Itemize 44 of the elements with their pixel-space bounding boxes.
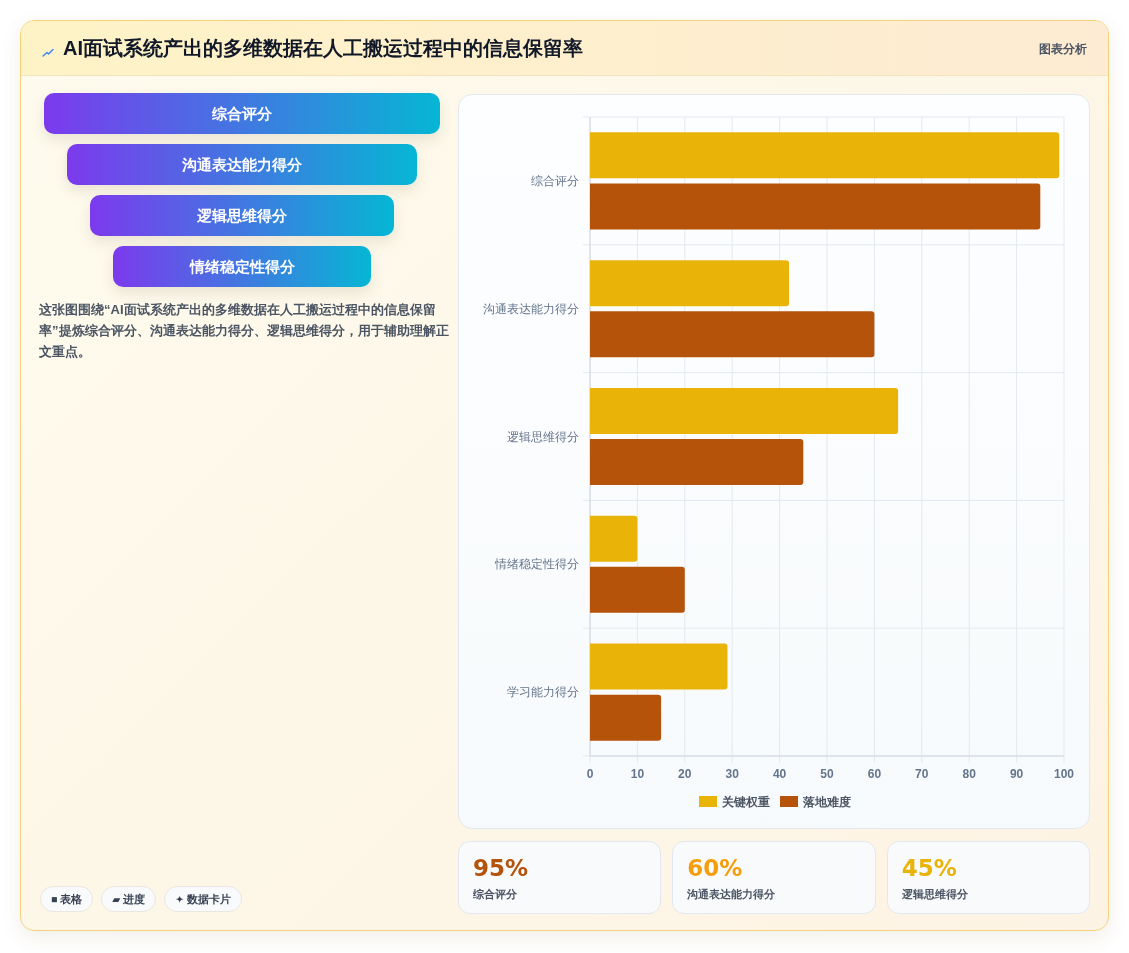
x-tick-label: 40	[772, 767, 787, 781]
y-tick-label: 情绪稳定性得分	[494, 557, 579, 572]
x-tick-label: 60	[867, 767, 882, 781]
bar	[590, 132, 1060, 179]
x-tick-label: 0	[586, 767, 594, 781]
text: 图表分析	[1039, 41, 1087, 58]
x-tick-label: 20	[678, 767, 692, 781]
category-label: 综合评分	[44, 93, 440, 134]
x-tick-label: 30	[725, 767, 740, 781]
bar	[590, 311, 875, 358]
category-label: 沟通表达能力得分	[67, 144, 417, 185]
x-tick-label: 80	[962, 767, 977, 781]
x-tick-label: 70	[915, 767, 929, 781]
bar	[590, 387, 899, 434]
bar	[590, 183, 1041, 230]
text: ▰ 进度	[101, 886, 157, 912]
y-tick-label: 学习能力得分	[507, 685, 579, 700]
text: 这张图围绕“AI面试系统产出的多维数据在人工搬运过程中的信息保留率”提炼综合评分、沟通表达能力得分、逻辑思维得分，用于辅助理解正文重点。	[39, 301, 449, 361]
text: ✦ 数据卡片	[164, 886, 242, 912]
y-tick-label: 逻辑思维得分	[507, 429, 579, 444]
bar	[590, 515, 638, 562]
bar	[590, 439, 804, 486]
y-tick-label: 沟通表达能力得分	[483, 301, 579, 316]
text: 逻辑思维得分	[901, 887, 968, 902]
legend-label: 落地难度	[802, 795, 851, 809]
category-label: 情绪稳定性得分	[113, 246, 371, 287]
bar	[590, 694, 662, 741]
text: ■ 表格	[40, 886, 94, 912]
text: 综合评分	[473, 887, 517, 902]
category-label: 逻辑思维得分	[90, 195, 394, 236]
text: 60%	[687, 854, 743, 882]
bar	[590, 643, 728, 690]
x-tick-label: 90	[1009, 767, 1024, 781]
x-tick-label: 100	[1053, 767, 1075, 781]
bar	[590, 566, 685, 613]
text: 45%	[901, 854, 957, 882]
text: 95%	[473, 854, 529, 882]
legend-label: 关键权重	[721, 795, 770, 808]
bar	[590, 260, 790, 307]
text: 沟通表达能力得分	[687, 887, 776, 902]
text: AI面试系统产出的多维数据在人工搬运过程中的信息保留率	[63, 36, 583, 61]
y-tick-label: 综合评分	[531, 173, 579, 188]
x-tick-label: 10	[630, 767, 645, 781]
x-tick-label: 50	[820, 767, 834, 781]
